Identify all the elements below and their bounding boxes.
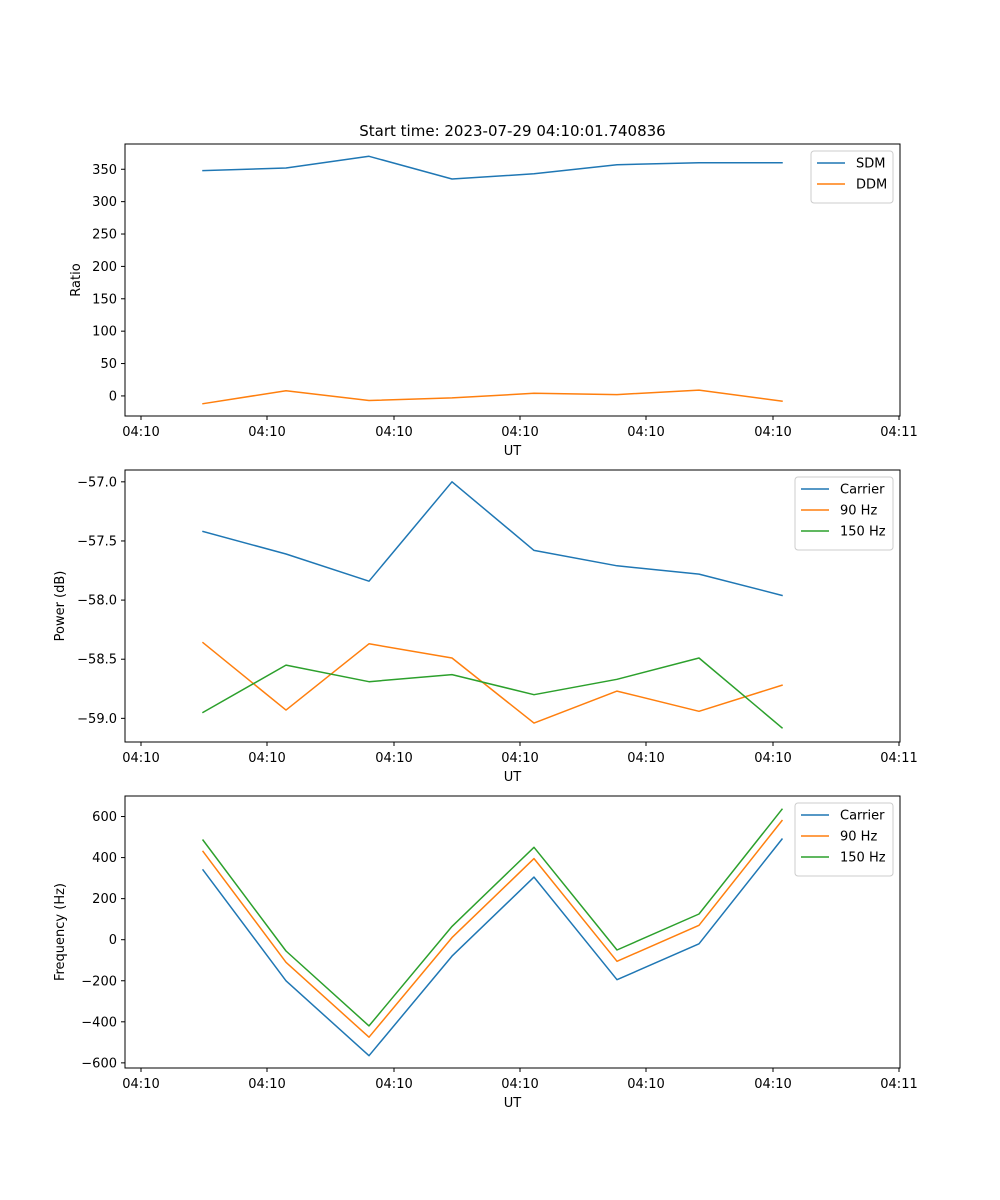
x-tick-label: 04:10 <box>627 425 664 440</box>
series-line-90-hz <box>201 819 784 1038</box>
x-tick-label: 04:10 <box>375 751 412 766</box>
x-tick-label: 04:11 <box>880 751 917 766</box>
y-tick-label: −59.0 <box>77 712 117 727</box>
x-axis-label: UT <box>504 444 522 459</box>
y-tick-label: 0 <box>109 389 117 404</box>
y-tick-label: −57.0 <box>77 475 117 490</box>
chart-panel-1: 0 50 100 150 200 250 300 350 04:10 04:10 04:10 04:1… <box>69 143 918 459</box>
x-tick-label: 04:10 <box>501 751 538 766</box>
y-tick-label: −58.5 <box>77 653 117 668</box>
axes-frame <box>124 795 901 1069</box>
legend-box <box>810 150 894 204</box>
x-tick-label: 04:10 <box>248 751 285 766</box>
legend-label: DDM <box>856 178 887 193</box>
x-axis-label: UT <box>504 770 522 785</box>
x-tick-label: 04:10 <box>248 425 285 440</box>
legend-label: 90 Hz <box>840 830 877 845</box>
series-line-carrier <box>202 481 783 597</box>
axes-frame <box>124 469 901 743</box>
x-tick-label: 04:10 <box>754 751 791 766</box>
legend-label: Carrier <box>840 483 885 498</box>
y-axis-label: Frequency (Hz) <box>53 883 68 981</box>
legend-label: 150 Hz <box>840 851 886 866</box>
x-tick-label: 04:11 <box>880 425 917 440</box>
y-tick-label: 600 <box>92 810 117 825</box>
series-line-carrier <box>201 838 784 1057</box>
legend-label: 150 Hz <box>840 525 886 540</box>
x-tick-label: 04:10 <box>754 425 791 440</box>
chart-panel-2: −59.0 −58.5 −58.0 −57.5 −57.0 04:10 04:10 04:10… <box>53 469 918 785</box>
x-tick-label: 04:10 <box>754 1077 791 1092</box>
y-tick-label: 150 <box>92 292 117 307</box>
x-tick-label: 04:10 <box>501 425 538 440</box>
legend-label: Carrier <box>840 809 885 824</box>
x-tick-label: 04:10 <box>375 425 412 440</box>
x-tick-label: 04:10 <box>122 425 159 440</box>
y-tick-label: 400 <box>92 851 117 866</box>
legend-label: 90 Hz <box>840 504 877 519</box>
y-tick-label: 0 <box>109 933 117 948</box>
y-tick-label: 250 <box>92 228 117 243</box>
figure-title: Start time: 2023-07-29 04:10:01.740836 <box>359 122 665 140</box>
series-line-sdm <box>202 155 783 180</box>
x-tick-label: 04:10 <box>122 1077 159 1092</box>
y-tick-label: −58.0 <box>77 594 117 609</box>
y-tick-label: 350 <box>92 163 117 178</box>
legend: Carrier 90 Hz 150 Hz <box>794 802 894 877</box>
x-tick-label: 04:10 <box>122 751 159 766</box>
chart-panel-3: −600 −400 −200 0 200 400 600 04:10 04:10 04:10 04:… <box>53 795 918 1111</box>
y-tick-label: 100 <box>92 325 117 340</box>
x-tick-label: 04:11 <box>880 1077 917 1092</box>
series-line-150-hz <box>201 808 784 1027</box>
y-tick-label: 300 <box>92 195 117 210</box>
y-tick-label: −57.5 <box>77 534 117 549</box>
x-tick-label: 04:10 <box>627 751 664 766</box>
y-tick-label: −400 <box>81 1015 117 1030</box>
y-tick-label: 50 <box>100 357 117 372</box>
x-tick-label: 04:10 <box>627 1077 664 1092</box>
x-axis-label: UT <box>504 1096 522 1111</box>
axes-frame <box>124 143 901 417</box>
y-axis-label: Power (dB) <box>53 571 68 642</box>
y-tick-label: −200 <box>81 974 117 989</box>
series-line-90-hz <box>201 641 783 724</box>
legend: SDM DDM <box>810 150 894 204</box>
y-tick-label: 200 <box>92 260 117 275</box>
legend: Carrier 90 Hz 150 Hz <box>794 476 894 551</box>
y-tick-label: −600 <box>81 1056 117 1071</box>
legend-label: SDM <box>856 157 885 172</box>
series-line-150-hz <box>201 657 784 729</box>
x-tick-label: 04:10 <box>501 1077 538 1092</box>
x-tick-label: 04:10 <box>248 1077 285 1092</box>
x-tick-label: 04:10 <box>375 1077 412 1092</box>
y-axis-label: Ratio <box>69 263 84 296</box>
series-line-ddm <box>202 389 783 405</box>
y-tick-label: 200 <box>92 892 117 907</box>
